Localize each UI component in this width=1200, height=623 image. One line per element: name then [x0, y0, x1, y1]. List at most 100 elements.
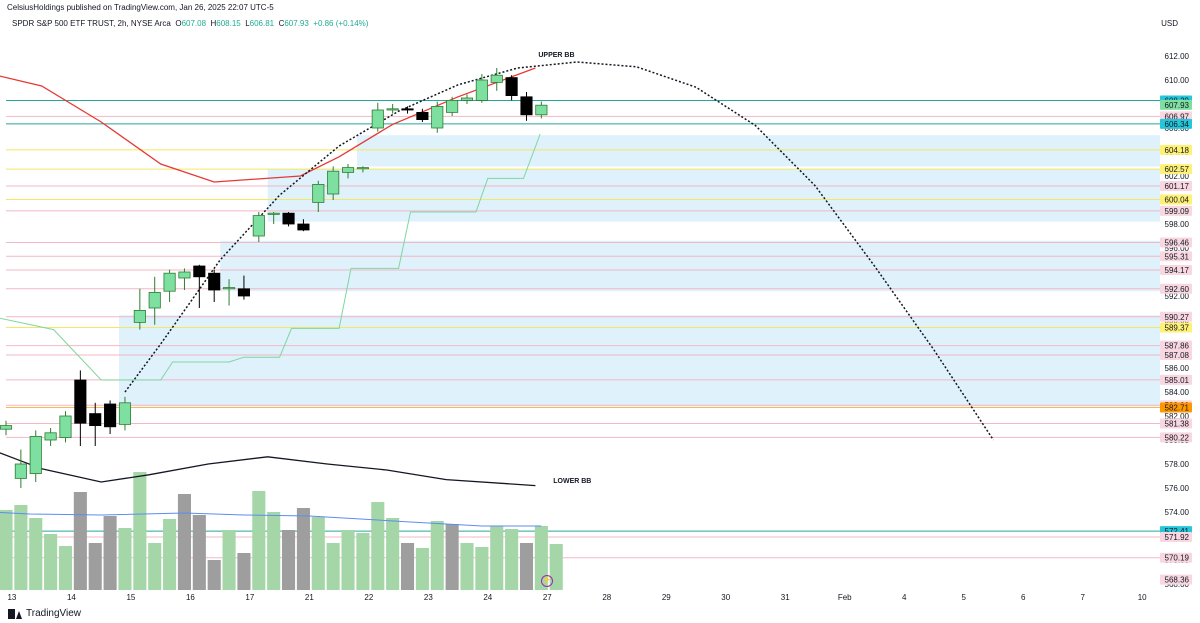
- candle-body: [14, 463, 27, 479]
- price-label: 581.38: [1160, 418, 1192, 429]
- price-label: 592.60: [1160, 283, 1192, 294]
- volume-bar: [386, 518, 400, 590]
- open-value: 607.08: [181, 19, 207, 28]
- y-tick-label: 574.00: [1165, 508, 1190, 517]
- candle-body: [59, 415, 72, 439]
- price-label-bg: [1160, 205, 1192, 216]
- price-label-bg: [1160, 144, 1192, 155]
- volume-bar: [207, 560, 221, 590]
- candle-body: [237, 288, 250, 297]
- price-label-text: 595.31: [1165, 252, 1190, 261]
- price-label: 604.18: [1160, 144, 1192, 155]
- x-tick-label: 17: [245, 593, 254, 602]
- price-label-bg: [1160, 350, 1192, 361]
- candle-body: [386, 108, 399, 111]
- price-label: 571.92: [1160, 531, 1192, 542]
- x-tick-label: 5: [961, 593, 966, 602]
- volume-bar: [118, 528, 132, 590]
- tradingview-logo-icon: [8, 608, 22, 619]
- currency-label: USD: [1161, 19, 1178, 28]
- price-label-text: 570.19: [1165, 554, 1190, 563]
- volume-bar: [505, 529, 519, 590]
- volume-bar: [103, 516, 117, 590]
- y-tick-label: 592.00: [1165, 292, 1190, 301]
- candle-body: [475, 79, 488, 101]
- candle-body: [178, 271, 191, 279]
- price-label: 606.97: [1160, 111, 1192, 122]
- x-tick-label: 28: [602, 593, 611, 602]
- y-tick-label: 582.00: [1165, 412, 1190, 421]
- x-tick-label: 7: [1080, 593, 1085, 602]
- x-tick-label: 23: [424, 593, 433, 602]
- lightning-icon[interactable]: ⚡: [541, 575, 553, 587]
- price-label-bg: [1160, 311, 1192, 322]
- tradingview-brand: TradingView: [26, 608, 82, 619]
- price-label: 585.01: [1160, 374, 1192, 385]
- price-label-text: 606.97: [1165, 112, 1190, 121]
- x-tick-label: 6: [1021, 593, 1026, 602]
- y-tick-label: 596.00: [1165, 244, 1190, 253]
- trailing-stop-line: [0, 133, 541, 381]
- price-label-bg: [1160, 322, 1192, 333]
- price-label-bg: [1160, 264, 1192, 275]
- volume-bar: [177, 494, 191, 590]
- price-label: 568.36: [1160, 574, 1192, 585]
- x-tick-label: 27: [543, 593, 552, 602]
- volume-bar: [73, 492, 87, 590]
- volume-bar: [88, 543, 102, 590]
- volume-bar: [282, 530, 296, 590]
- candle-body: [267, 212, 280, 215]
- candle-body: [431, 106, 444, 129]
- volume-bar: [460, 543, 474, 590]
- candle-body: [89, 413, 102, 427]
- volume-bar: [222, 530, 236, 590]
- price-label: 599.09: [1160, 205, 1192, 216]
- x-tick-label: 24: [483, 593, 492, 602]
- price-label-bg: [1160, 118, 1192, 129]
- x-tick-label: 30: [721, 593, 730, 602]
- price-label-text: 581.38: [1165, 419, 1190, 428]
- volume-bar: [296, 508, 310, 590]
- volume-bar: [29, 518, 43, 590]
- symbol-name: SPDR S&P 500 ETF TRUST, 2h, NYSE Arca: [12, 19, 171, 28]
- high-label: H: [210, 19, 217, 28]
- candle-body: [193, 265, 206, 278]
- price-label-text: 594.17: [1165, 266, 1190, 275]
- candle-body: [341, 167, 355, 173]
- change-value: +0.86 (+0.14%): [313, 19, 369, 28]
- candle-body: [535, 104, 548, 116]
- high-value: 608.15: [216, 19, 241, 28]
- y-tick-label: 578.00: [1165, 460, 1190, 469]
- volume-bar: [0, 510, 13, 590]
- price-label: 587.86: [1160, 340, 1192, 351]
- candle-body: [460, 97, 474, 101]
- price-label-text: 600.04: [1165, 196, 1190, 205]
- y-tick-label: 610.00: [1165, 76, 1190, 85]
- price-label-text: 587.86: [1165, 342, 1190, 351]
- volume-bar: [341, 530, 355, 590]
- candle-body: [416, 112, 429, 121]
- demand-zone: [220, 240, 1160, 292]
- price-label-text: 601.17: [1165, 182, 1190, 191]
- price-label-bg: [1160, 283, 1192, 294]
- y-tick-label: 586.00: [1165, 364, 1190, 373]
- candle-body: [371, 109, 384, 129]
- price-label: 595.31: [1160, 251, 1192, 262]
- volume-bar: [163, 519, 177, 590]
- price-label-text: 568.36: [1165, 576, 1190, 585]
- price-label-bg: [1160, 531, 1192, 542]
- price-label: 601.17: [1160, 180, 1192, 191]
- y-tick-label: 612.00: [1165, 52, 1190, 61]
- candle-body: [133, 309, 146, 323]
- price-label-bg: [1160, 180, 1192, 191]
- x-tick-label: 31: [781, 593, 790, 602]
- candle-body: [356, 167, 369, 170]
- volume-bar: [400, 543, 415, 590]
- price-label-bg: [1160, 237, 1192, 248]
- publisher-header: CelsiusHoldings published on TradingView…: [7, 3, 274, 12]
- lower-bb-line: [0, 452, 536, 487]
- candle-body: [29, 435, 42, 474]
- candle-body: [74, 379, 87, 424]
- symbol-legend: SPDR S&P 500 ETF TRUST, 2h, NYSE Arca O6…: [12, 19, 368, 28]
